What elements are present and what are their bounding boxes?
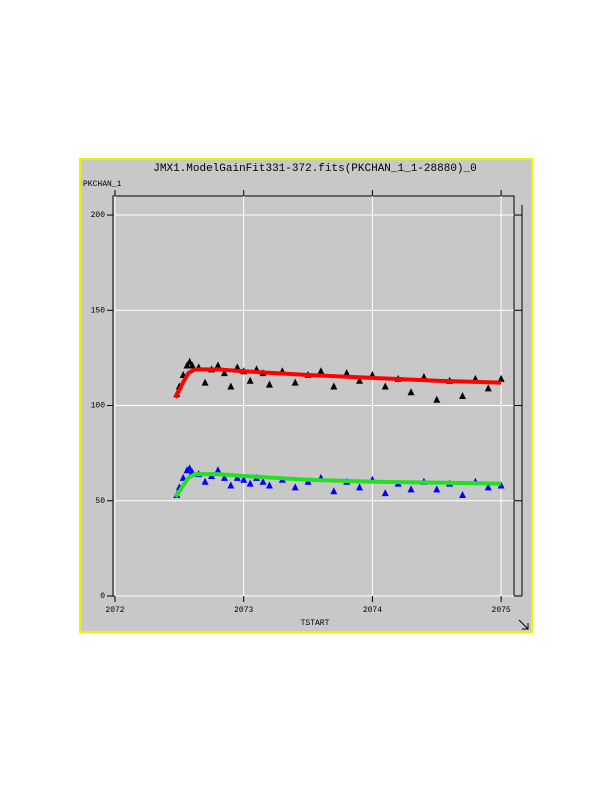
data-point <box>433 395 441 403</box>
data-point <box>214 466 222 474</box>
data-point <box>356 483 364 491</box>
data-point <box>214 361 222 369</box>
data-point <box>497 374 505 382</box>
data-point <box>227 382 235 390</box>
data-point <box>356 376 364 384</box>
x-tick-label: 2073 <box>234 606 253 615</box>
data-point <box>433 485 441 493</box>
fit-line <box>173 472 502 499</box>
data-point <box>220 369 228 377</box>
data-point <box>381 382 389 390</box>
data-point <box>291 483 299 491</box>
data-point <box>497 481 505 489</box>
y-tick-label: 200 <box>91 211 106 220</box>
data-point <box>317 367 325 375</box>
data-point <box>407 485 415 493</box>
data-point <box>459 491 467 499</box>
resize-icon <box>518 619 529 630</box>
data-point <box>265 380 273 388</box>
chart-title: JMX1.ModelGainFit331-372.fits(PKCHAN_1_1… <box>153 163 476 175</box>
data-point <box>246 376 254 384</box>
data-point <box>201 477 209 485</box>
y-tick-label: 0 <box>100 592 105 601</box>
data-point <box>188 361 196 369</box>
data-point <box>183 361 191 369</box>
data-point <box>330 487 338 495</box>
data-point <box>484 483 492 491</box>
fit-line <box>173 367 502 399</box>
data-point <box>407 388 415 396</box>
data-point <box>484 384 492 392</box>
data-point <box>246 479 254 487</box>
data-point <box>227 481 235 489</box>
data-point <box>240 475 248 483</box>
data-point <box>459 392 467 399</box>
frame <box>79 158 533 633</box>
data-point <box>291 378 299 386</box>
y-tick-label: 150 <box>91 306 106 315</box>
x-tick-label: 2072 <box>105 606 124 615</box>
x-tick-label: 2074 <box>363 606 382 615</box>
y-tick-label: 100 <box>91 402 106 411</box>
data-point <box>259 477 267 485</box>
data-point <box>265 481 273 489</box>
data-point <box>330 382 338 390</box>
y-tick-label: 50 <box>95 497 105 506</box>
data-point <box>381 489 389 497</box>
x-axis-label: TSTART <box>301 619 330 628</box>
y-axis-label: PKCHAN_1 <box>83 180 122 189</box>
data-point <box>343 369 351 377</box>
data-point <box>186 464 194 472</box>
x-tick-label: 2075 <box>492 606 511 615</box>
data-point <box>186 357 194 365</box>
data-point <box>220 473 228 481</box>
data-point <box>179 473 187 481</box>
data-point <box>201 378 209 386</box>
